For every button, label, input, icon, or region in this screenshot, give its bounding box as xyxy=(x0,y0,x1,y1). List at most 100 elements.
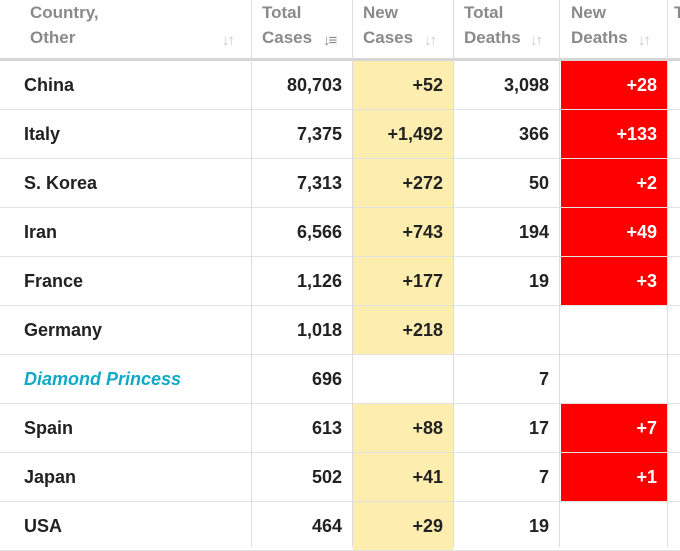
table-row: Germany 1,018 +218 xyxy=(0,306,680,355)
column-divider xyxy=(559,0,560,547)
new-cases-cell: +41 xyxy=(353,453,453,501)
sort-desc-icon[interactable]: ↓≡ xyxy=(323,32,337,49)
country-name: S. Korea xyxy=(24,173,98,193)
new-cases-cell: +272 xyxy=(353,159,453,207)
total-deaths-cell: 19 xyxy=(528,516,549,536)
table-row: China 80,703 +52 3,098 +28 xyxy=(0,61,680,110)
header-total-cases[interactable]: Total Cases ↓≡ xyxy=(252,0,352,60)
total-deaths-cell: 19 xyxy=(528,271,549,291)
column-divider xyxy=(251,0,252,547)
total-cases-cell: 7,313 xyxy=(296,173,342,193)
header-new-cases-label: New Cases xyxy=(363,0,413,50)
row-divider xyxy=(0,207,680,208)
sort-icon[interactable]: ↓↑ xyxy=(530,32,543,49)
sort-icon[interactable]: ↓↑ xyxy=(424,32,437,49)
row-divider xyxy=(0,452,680,453)
header-new-deaths[interactable]: New Deaths ↓↑ xyxy=(561,0,667,60)
new-deaths-cell xyxy=(561,355,667,403)
country-name: Germany xyxy=(24,320,103,340)
country-name: Iran xyxy=(24,222,58,242)
new-deaths-cell xyxy=(561,502,667,550)
header-total-deaths[interactable]: Total Deaths ↓↑ xyxy=(454,0,559,60)
sort-icon[interactable]: ↓↑ xyxy=(222,32,235,49)
total-deaths-cell: 194 xyxy=(518,222,549,242)
country-name: Spain xyxy=(24,418,74,438)
column-divider xyxy=(453,0,454,547)
country-name: France xyxy=(24,271,84,291)
country-name: China xyxy=(24,75,75,95)
header-divider xyxy=(0,58,680,61)
header-new-cases-line1: New xyxy=(363,3,398,22)
total-cases-cell: 613 xyxy=(311,418,342,438)
row-divider xyxy=(0,501,680,502)
new-cases-cell: +743 xyxy=(353,208,453,256)
new-cases-cell: +88 xyxy=(353,404,453,452)
total-cases-cell: 80,703 xyxy=(286,75,342,95)
table-row: Italy 7,375 +1,492 366 +133 xyxy=(0,110,680,159)
new-cases-cell: +29 xyxy=(353,502,453,550)
header-total-cases-label: Total Cases xyxy=(262,0,312,50)
new-cases-cell xyxy=(353,355,453,403)
new-cases-cell: +1,492 xyxy=(353,110,453,158)
header-new-deaths-line2: Deaths xyxy=(571,28,628,47)
table-row: S. Korea 7,313 +272 50 +2 xyxy=(0,159,680,208)
sort-icon[interactable]: ↓↑ xyxy=(638,32,651,49)
new-cases-cell: +218 xyxy=(353,306,453,354)
total-cases-cell: 7,375 xyxy=(296,124,342,144)
header-country-line2: Other xyxy=(30,28,76,47)
header-total-cases-line1: Total xyxy=(262,3,302,22)
total-deaths-cell: 50 xyxy=(528,173,549,193)
column-divider xyxy=(667,0,668,547)
table-row: France 1,126 +177 19 +3 xyxy=(0,257,680,306)
new-deaths-cell: +7 xyxy=(561,404,667,452)
new-cases-cell: +177 xyxy=(353,257,453,305)
header-total-cases-line2: Cases xyxy=(262,28,313,47)
header-total-deaths-label: Total Deaths xyxy=(464,0,521,50)
row-divider xyxy=(0,109,680,110)
header-edge[interactable]: T xyxy=(668,0,680,60)
header-new-deaths-line1: New xyxy=(571,3,606,22)
table-row: USA 464 +29 19 xyxy=(0,502,680,551)
total-cases-cell: 1,018 xyxy=(296,320,342,340)
total-deaths-cell: 366 xyxy=(518,124,549,144)
table-row: Diamond Princess 696 7 xyxy=(0,355,680,404)
country-name: USA xyxy=(24,516,63,536)
table-row: Spain 613 +88 17 +7 xyxy=(0,404,680,453)
country-link[interactable]: Diamond Princess xyxy=(24,369,182,389)
total-cases-cell: 6,566 xyxy=(296,222,342,242)
header-new-deaths-label: New Deaths xyxy=(571,0,628,50)
header-edge-label: T xyxy=(674,3,680,22)
row-divider xyxy=(0,158,680,159)
new-deaths-cell: +1 xyxy=(561,453,667,501)
new-deaths-cell: +2 xyxy=(561,159,667,207)
row-divider xyxy=(0,305,680,306)
table-row: Japan 502 +41 7 +1 xyxy=(0,453,680,502)
total-deaths-cell: 3,098 xyxy=(503,75,549,95)
country-name: Japan xyxy=(24,467,77,487)
header-new-cases[interactable]: New Cases ↓↑ xyxy=(353,0,453,60)
new-deaths-cell xyxy=(561,306,667,354)
header-new-cases-line2: Cases xyxy=(363,28,414,47)
column-divider xyxy=(352,0,353,547)
total-deaths-cell: 17 xyxy=(528,418,549,438)
header-country[interactable]: Country, Other ↓↑ xyxy=(20,0,250,60)
total-cases-cell: 464 xyxy=(311,516,342,536)
total-cases-cell: 502 xyxy=(311,467,342,487)
total-deaths-cell: 7 xyxy=(538,369,549,389)
row-divider xyxy=(0,403,680,404)
header-total-deaths-line1: Total xyxy=(464,3,504,22)
table-row: Iran 6,566 +743 194 +49 xyxy=(0,208,680,257)
new-deaths-cell: +49 xyxy=(561,208,667,256)
header-country-label: Country, Other xyxy=(30,0,99,50)
new-cases-cell: +52 xyxy=(353,61,453,109)
row-divider xyxy=(0,256,680,257)
total-cases-cell: 1,126 xyxy=(296,271,342,291)
total-cases-cell: 696 xyxy=(311,369,342,389)
row-divider xyxy=(0,354,680,355)
header-country-line1: Country, xyxy=(30,3,99,22)
country-name: Italy xyxy=(24,124,61,144)
total-deaths-cell: 7 xyxy=(538,467,549,487)
new-deaths-cell: +28 xyxy=(561,61,667,109)
header-total-deaths-line2: Deaths xyxy=(464,28,521,47)
total-deaths-cell xyxy=(454,306,559,354)
